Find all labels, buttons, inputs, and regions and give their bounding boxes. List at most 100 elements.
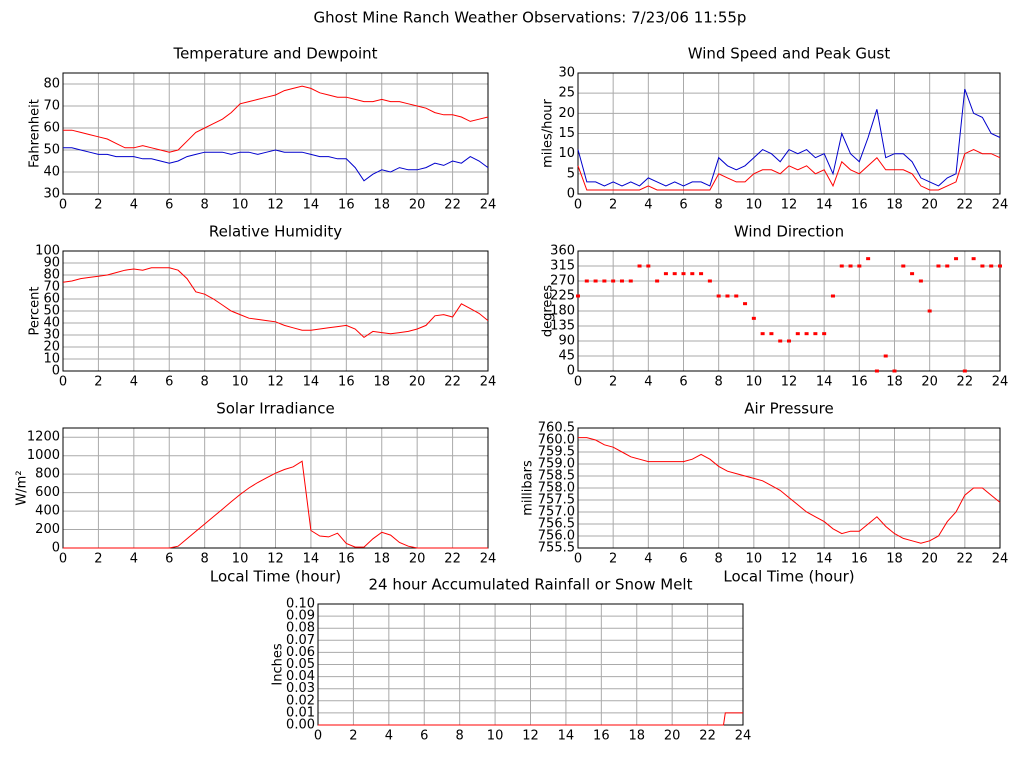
x-tick-label: 14 xyxy=(816,198,833,213)
y-tick-label: 20 xyxy=(43,340,60,355)
x-tick-label: 8 xyxy=(201,198,209,213)
data-point xyxy=(954,257,959,261)
data-point xyxy=(760,332,765,336)
data-point xyxy=(593,279,598,283)
x-tick-label: 0 xyxy=(574,552,582,567)
data-line xyxy=(577,88,1001,187)
x-tick-label: 18 xyxy=(628,729,645,744)
x-tick-label: 4 xyxy=(130,552,138,567)
x-tick-label: 0 xyxy=(574,198,582,213)
data-point xyxy=(725,294,730,298)
x-tick-label: 4 xyxy=(130,375,138,390)
x-tick-label: 0 xyxy=(59,375,67,390)
x-tick-label: 10 xyxy=(746,198,763,213)
y-tick-label: 20 xyxy=(558,106,575,121)
y-tick-label: 70 xyxy=(43,99,60,114)
data-point xyxy=(998,264,1002,268)
y-tick-label: 225 xyxy=(550,289,575,304)
x-tick-label: 0 xyxy=(59,198,67,213)
x-tick-label: 12 xyxy=(522,729,539,744)
x-tick-label: 2 xyxy=(349,729,357,744)
x-tick-label: 2 xyxy=(94,198,102,213)
data-point xyxy=(637,264,642,268)
x-tick-label: 12 xyxy=(781,552,798,567)
data-point xyxy=(619,279,624,283)
y-tick-label: 360 xyxy=(550,244,575,259)
y-tick-label: 759.5 xyxy=(538,445,575,460)
y-tick-label: 315 xyxy=(550,259,575,274)
y-axis-label: W/m² xyxy=(15,470,30,505)
x-tick-label: 24 xyxy=(480,552,497,567)
plot-frame xyxy=(62,250,489,372)
x-tick-label: 8 xyxy=(201,552,209,567)
data-point xyxy=(883,354,888,358)
data-point xyxy=(663,272,668,276)
data-point xyxy=(576,294,580,298)
y-tick-label: 756.0 xyxy=(538,529,575,544)
plot-frame xyxy=(62,72,489,195)
y-tick-label: 200 xyxy=(35,522,60,537)
x-tick-label: 24 xyxy=(735,729,752,744)
x-tick-label: 24 xyxy=(480,375,497,390)
page-title: Ghost Mine Ranch Weather Observations: 7… xyxy=(314,9,747,27)
y-tick-label: 50 xyxy=(43,304,60,319)
data-line xyxy=(318,712,743,726)
y-tick-label: 0.06 xyxy=(286,645,315,660)
x-tick-label: 10 xyxy=(232,375,249,390)
data-point xyxy=(892,369,897,373)
x-tick-label: 20 xyxy=(921,375,938,390)
x-tick-label: 14 xyxy=(816,375,833,390)
y-tick-label: 30 xyxy=(43,328,60,343)
y-tick-label: 40 xyxy=(43,316,60,331)
x-tick-label: 6 xyxy=(679,552,687,567)
chart-title: Temperature and Dewpoint xyxy=(172,45,377,63)
x-tick-label: 4 xyxy=(644,198,652,213)
data-point xyxy=(927,309,932,313)
x-tick-label: 6 xyxy=(679,198,687,213)
y-tick-label: 1000 xyxy=(27,448,60,463)
data-point xyxy=(804,332,809,336)
y-tick-label: 758.5 xyxy=(538,469,575,484)
data-point xyxy=(681,272,686,276)
data-line xyxy=(63,85,489,153)
data-point xyxy=(743,302,748,306)
y-tick-label: 0 xyxy=(52,364,60,379)
data-point xyxy=(848,264,853,268)
x-tick-label: 18 xyxy=(886,198,903,213)
data-point xyxy=(989,264,994,268)
x-tick-label: 6 xyxy=(420,729,428,744)
x-tick-label: 18 xyxy=(886,375,903,390)
y-tick-label: 0.02 xyxy=(286,693,315,708)
x-tick-label: 22 xyxy=(444,552,461,567)
y-tick-label: 0.10 xyxy=(286,597,315,612)
x-tick-label: 12 xyxy=(781,198,798,213)
x-tick-label: 6 xyxy=(165,198,173,213)
x-tick-label: 22 xyxy=(444,375,461,390)
data-point xyxy=(707,279,712,283)
x-tick-label: 12 xyxy=(267,375,284,390)
y-tick-label: 5 xyxy=(567,166,575,181)
x-tick-label: 24 xyxy=(480,198,497,213)
x-tick-label: 4 xyxy=(644,375,652,390)
data-point xyxy=(584,279,589,283)
y-axis-label: Fahrenheit xyxy=(28,99,43,168)
x-tick-label: 8 xyxy=(715,198,723,213)
data-point xyxy=(980,264,985,268)
data-point xyxy=(734,294,739,298)
x-tick-label: 0 xyxy=(59,552,67,567)
x-tick-label: 8 xyxy=(456,729,464,744)
y-tick-label: 0.01 xyxy=(286,705,315,720)
x-tick-label: 12 xyxy=(267,552,284,567)
x-tick-label: 6 xyxy=(679,375,687,390)
x-tick-label: 16 xyxy=(593,729,610,744)
data-point xyxy=(646,264,651,268)
x-tick-label: 20 xyxy=(409,198,426,213)
x-tick-label: 10 xyxy=(746,375,763,390)
x-tick-label: 24 xyxy=(992,552,1009,567)
x-tick-label: 24 xyxy=(992,375,1009,390)
x-tick-label: 8 xyxy=(715,552,723,567)
chart-title: Wind Direction xyxy=(734,223,844,241)
x-tick-label: 2 xyxy=(609,198,617,213)
y-tick-label: 0 xyxy=(567,364,575,379)
